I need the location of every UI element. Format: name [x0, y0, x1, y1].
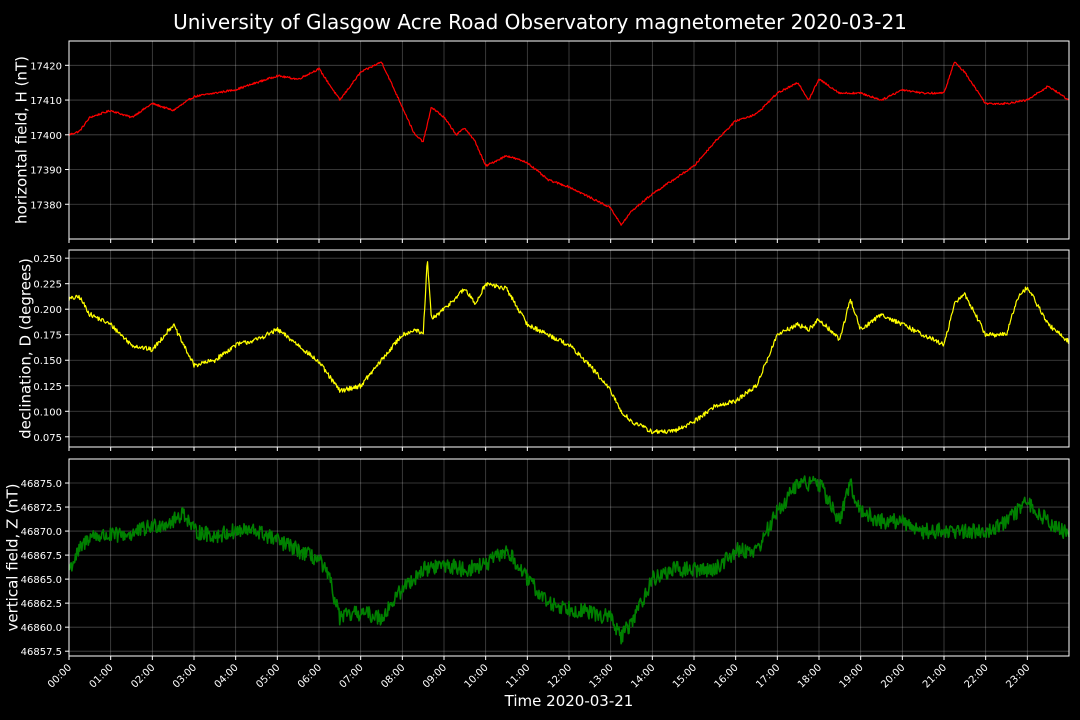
x-axis-label: Time 2020-03-21: [504, 692, 634, 710]
declination-panel: 0.075 0.100 0.125 0.150 0.175 0.200 0.225 0.250…: [17, 249, 1070, 451]
horizontal-field-y-axis-label: horizontal field, H (nT): [13, 56, 31, 224]
vertical-field-y-tick-label: 46867.5: [21, 551, 62, 562]
declination-y-tick-label: 0.175: [33, 331, 62, 342]
vertical-field-y-tick-label: 46870.0: [21, 527, 62, 538]
vertical-field-y-axis-label: vertical field, Z (nT): [4, 483, 22, 631]
horizontal-field-y-tick-label: 17410: [30, 96, 62, 107]
vertical-field-frame: [68, 458, 1070, 657]
vertical-field-y-tick-label: 46875.0: [21, 479, 62, 490]
declination-y-tick-label: 0.075: [33, 433, 62, 444]
declination-y-tick-label: 0.250: [33, 254, 62, 265]
declination-y-tick-label: 0.100: [33, 407, 62, 418]
declination-y-tick-label: 0.225: [33, 280, 62, 291]
declination-series-line: [68, 261, 1070, 435]
vertical-field-y-tick-label: 46865.0: [21, 575, 62, 586]
declination-y-tick-label: 0.200: [33, 305, 62, 316]
declination-y-tick-label: 0.150: [33, 356, 62, 367]
vertical-field-y-tick-label: 46860.0: [21, 623, 62, 634]
horizontal-field-y-tick-label: 17400: [30, 131, 62, 142]
declination-y-tick-label: 0.125: [33, 382, 62, 393]
vertical-field-panel: 46857.5 46860.0 46862.5 46865.0 46867.5 46870…: [4, 458, 1070, 660]
declination-y-axis-label: declination, D (degrees): [17, 258, 35, 439]
vertical-field-y-tick-label: 46872.5: [21, 503, 62, 514]
horizontal-field-series-line: [68, 61, 1070, 226]
chart-title: University of Glasgow Acre Road Observat…: [173, 10, 907, 34]
vertical-field-y-tick-label: 46862.5: [21, 599, 62, 610]
vertical-field-series-line: [68, 475, 1070, 645]
horizontal-field-frame: [68, 40, 1070, 240]
horizontal-field-y-tick-label: 17380: [30, 200, 62, 211]
horizontal-field-y-tick-label: 17390: [30, 166, 62, 177]
declination-frame: [68, 249, 1070, 448]
vertical-field-y-tick-label: 46857.5: [21, 647, 62, 658]
horizontal-field-y-tick-label: 17420: [30, 61, 62, 72]
